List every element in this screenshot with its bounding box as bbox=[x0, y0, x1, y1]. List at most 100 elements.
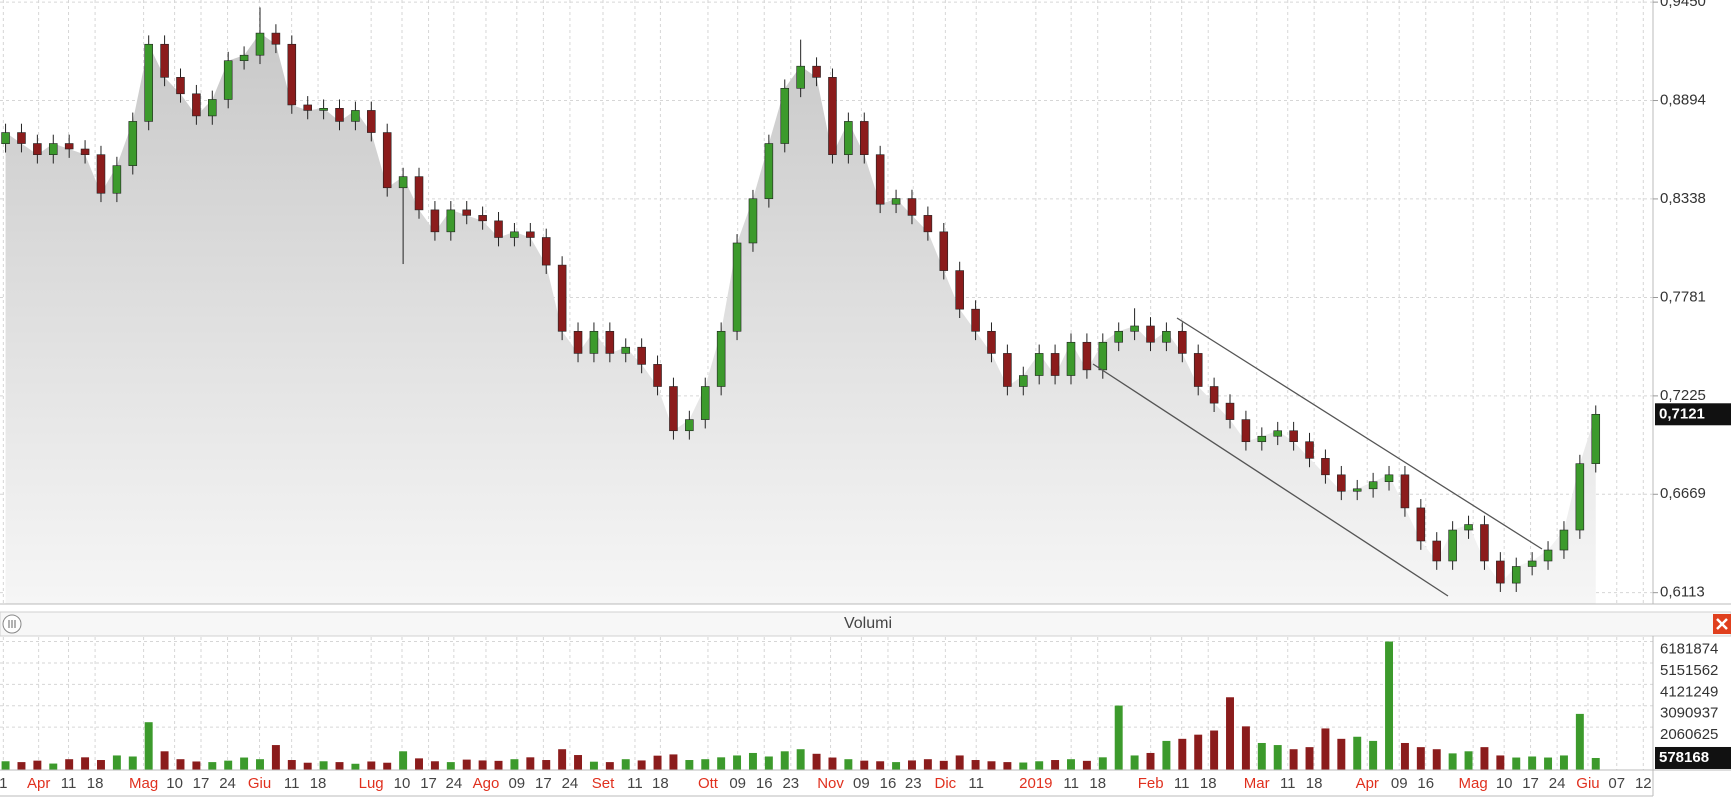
volume-bar bbox=[446, 762, 455, 770]
volume-bar bbox=[1480, 747, 1489, 770]
volume-bar bbox=[987, 761, 996, 770]
volume-bar bbox=[192, 761, 201, 770]
volume-bar bbox=[1400, 742, 1409, 770]
candle-body bbox=[510, 231, 519, 238]
volume-bar bbox=[478, 760, 487, 770]
candle-body bbox=[1511, 566, 1521, 584]
volume-bar bbox=[653, 755, 662, 770]
x-tick-label: 09 bbox=[729, 775, 746, 792]
x-tick-label: Lug bbox=[359, 775, 384, 792]
x-tick-label: 09 bbox=[1391, 775, 1408, 792]
candle-body bbox=[398, 176, 408, 189]
price-axis: 0,9450 0,8894 0,8338 0,7781 0,7225 0,6669 0,61… bbox=[1653, 0, 1731, 601]
volume-bar bbox=[128, 756, 137, 770]
volume-title: Volumi bbox=[844, 615, 892, 632]
candle-body bbox=[1480, 524, 1489, 562]
volume-bar bbox=[812, 753, 821, 770]
last-price-box bbox=[1655, 403, 1731, 426]
candle-body bbox=[430, 209, 440, 233]
x-tick-label: 16 bbox=[756, 775, 773, 792]
volume-settings-icon[interactable] bbox=[2, 614, 22, 634]
volume-bar bbox=[430, 761, 439, 770]
volume-bar bbox=[1035, 761, 1044, 770]
volume-bar bbox=[1496, 755, 1505, 770]
volume-bar bbox=[319, 761, 328, 770]
candle-body bbox=[812, 65, 821, 78]
volume-bar bbox=[1369, 740, 1378, 770]
y-tick-label: 0,9450 bbox=[1660, 0, 1706, 10]
candle-body bbox=[907, 198, 917, 216]
close-volume-button[interactable] bbox=[1713, 614, 1731, 634]
volume-bar bbox=[1019, 762, 1028, 770]
candle-body bbox=[1321, 458, 1330, 476]
candle-body bbox=[1591, 413, 1601, 464]
candle-body bbox=[1003, 353, 1012, 387]
candle-body bbox=[1193, 353, 1203, 387]
volume-bar bbox=[1448, 753, 1457, 770]
x-tick-label: 17 bbox=[1522, 775, 1539, 792]
candle-body bbox=[367, 110, 376, 133]
volume-bar bbox=[1114, 705, 1123, 770]
x-tick-label: 11 bbox=[1280, 775, 1296, 792]
candle-body bbox=[319, 108, 328, 111]
volume-bar bbox=[112, 755, 121, 770]
volume-bar bbox=[1321, 728, 1330, 770]
volume-bar bbox=[49, 763, 58, 770]
volume-bar bbox=[335, 762, 344, 770]
x-tick-label: Mar bbox=[1244, 775, 1270, 792]
candle-body bbox=[382, 132, 392, 189]
x-tick-label: 2019 bbox=[1019, 775, 1052, 792]
x-tick-label: Feb bbox=[1138, 775, 1164, 792]
candle-body bbox=[1225, 402, 1235, 420]
volume-bar bbox=[1, 761, 10, 770]
candle-body bbox=[1114, 330, 1123, 343]
candle-body bbox=[1448, 529, 1457, 562]
volume-bar bbox=[1098, 757, 1107, 770]
candle-body bbox=[685, 419, 694, 432]
x-axis: 1 Apr 11 18 Mag 10 17 24 Giu 11 18 Lug 10 17 24 Ago 09 17… bbox=[0, 775, 1652, 792]
volume-bar bbox=[1051, 760, 1060, 770]
volume-bars bbox=[1, 641, 1600, 770]
x-tick-label: 23 bbox=[782, 775, 799, 792]
x-tick-label: 24 bbox=[1549, 775, 1566, 792]
volume-bar bbox=[1257, 742, 1266, 770]
volume-tick-label: 6181874 bbox=[1660, 641, 1718, 658]
candle-body bbox=[1082, 341, 1092, 371]
x-tick-label: 11 bbox=[627, 775, 643, 792]
volume-bar bbox=[939, 760, 948, 770]
candle-body bbox=[955, 270, 964, 310]
volume-bar bbox=[876, 761, 885, 770]
candle-body bbox=[1416, 507, 1426, 542]
candle-body bbox=[462, 209, 471, 216]
volume-bar bbox=[780, 751, 789, 770]
x-tick-label: Nov bbox=[817, 775, 844, 792]
x-tick-label: Giu bbox=[248, 775, 271, 792]
volume-bar bbox=[733, 755, 742, 770]
x-tick-label: 18 bbox=[1089, 775, 1106, 792]
volume-bar bbox=[971, 760, 980, 770]
volume-bar bbox=[923, 759, 932, 770]
volume-bar bbox=[351, 763, 360, 770]
volume-bar bbox=[1575, 713, 1584, 770]
volume-bar bbox=[1067, 759, 1075, 770]
candle-body bbox=[875, 154, 885, 205]
x-tick-label: 10 bbox=[1496, 775, 1513, 792]
volume-bar bbox=[1385, 641, 1394, 770]
candle-body bbox=[287, 43, 297, 106]
candle-body bbox=[96, 154, 106, 194]
candle-body bbox=[303, 104, 312, 111]
x-tick-label: Mag bbox=[129, 775, 158, 792]
volume-bar bbox=[764, 756, 773, 770]
candle-body bbox=[1352, 488, 1362, 492]
volume-bar bbox=[271, 745, 280, 770]
volume-bar bbox=[907, 760, 916, 770]
candle-body bbox=[33, 143, 42, 155]
x-tick-label: 11 bbox=[1063, 775, 1079, 792]
x-tick-label: 1 bbox=[0, 775, 8, 792]
volume-bar bbox=[1130, 755, 1139, 770]
volume-bar bbox=[176, 759, 185, 770]
volume-tick-label: 3090937 bbox=[1660, 705, 1718, 722]
volume-bar bbox=[748, 752, 757, 770]
volume-bar bbox=[1003, 762, 1012, 770]
